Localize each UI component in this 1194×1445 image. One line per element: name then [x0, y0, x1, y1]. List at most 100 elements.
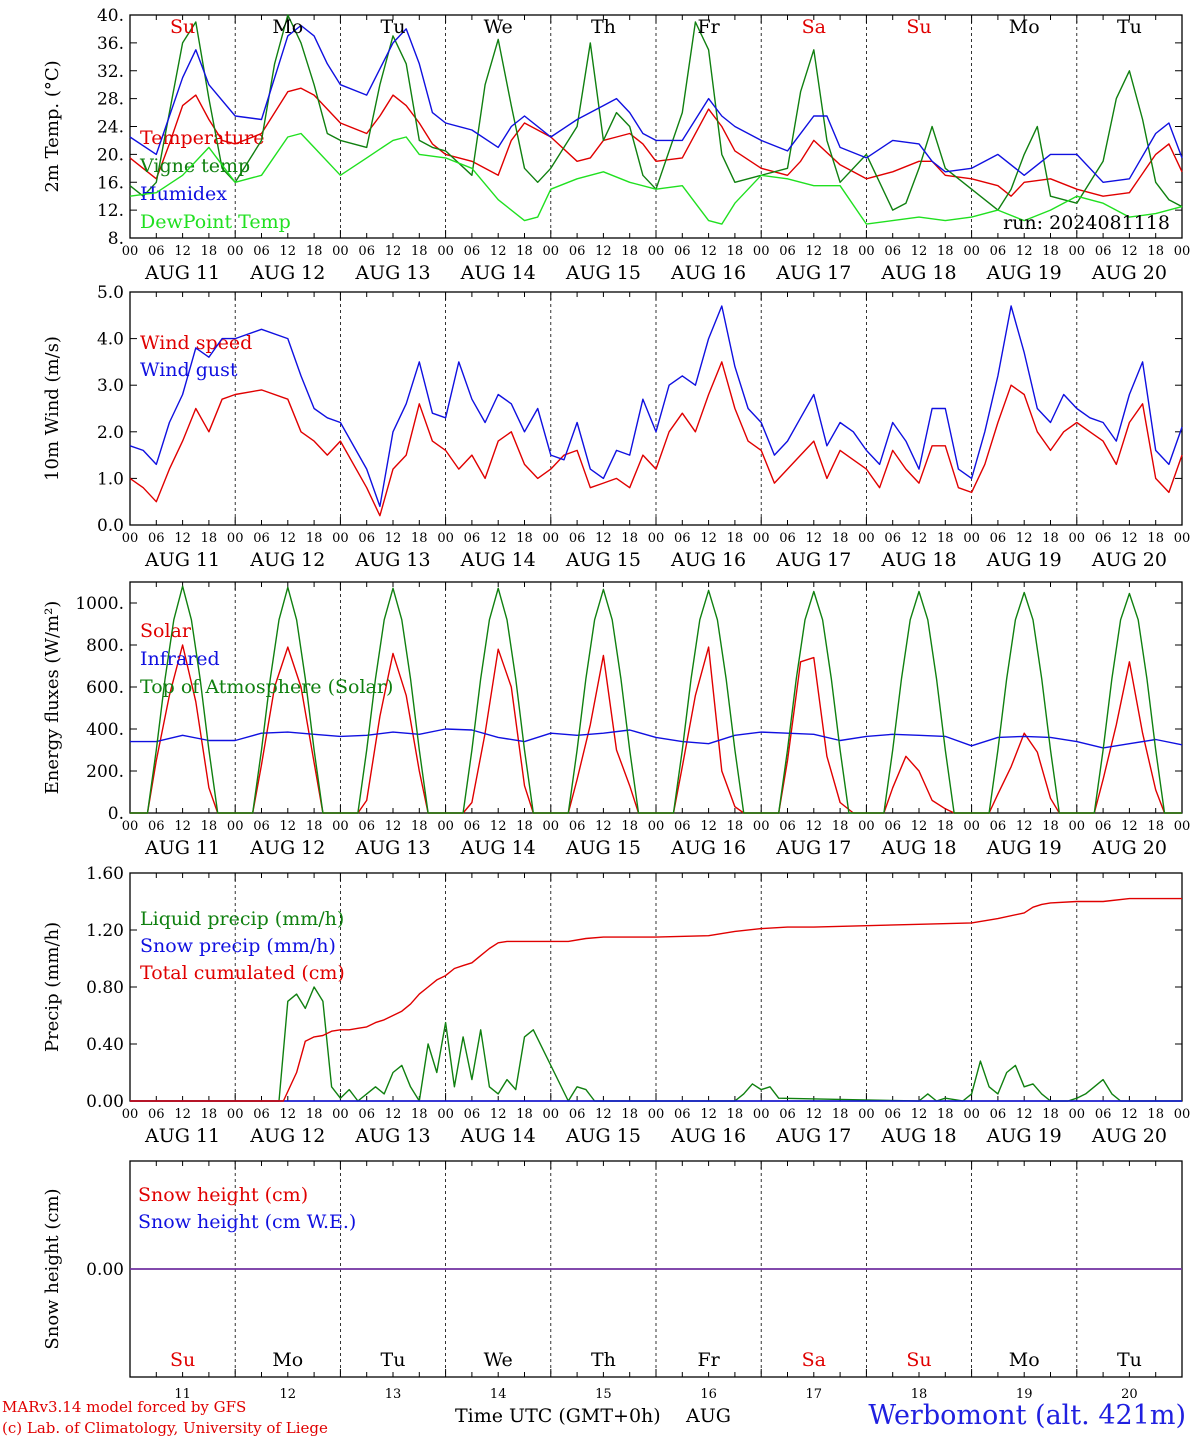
weekday-label: Sa	[802, 1349, 826, 1371]
hour-tick-label: 00	[437, 244, 454, 259]
hour-tick-label: 12	[1121, 531, 1138, 546]
hour-tick-label: 12	[490, 244, 507, 259]
date-label: AUG 13	[354, 1125, 430, 1147]
hour-tick-label: 06	[674, 819, 691, 834]
date-label: AUG 14	[460, 262, 536, 284]
hour-tick-label: 18	[411, 1107, 428, 1122]
legend-label: Total cumulated (cm)	[140, 962, 345, 984]
date-label: AUG 15	[565, 549, 641, 571]
hour-tick-label: 12	[174, 1107, 191, 1122]
hour-tick-label: 06	[779, 1107, 796, 1122]
date-label: AUG 12	[249, 262, 325, 284]
hour-tick-label: 06	[358, 1107, 375, 1122]
hour-tick-label: 18	[832, 244, 849, 259]
hour-tick-label: 18	[1042, 819, 1059, 834]
legend-label: Wind gust	[140, 359, 238, 381]
weekday-label: Fr	[697, 1349, 720, 1371]
hour-tick-label: 12	[280, 244, 297, 259]
date-label: AUG 14	[460, 549, 536, 571]
hour-tick-label: 12	[1121, 1107, 1138, 1122]
hour-tick-label: 06	[779, 531, 796, 546]
y-tick-label: 0.80	[86, 978, 124, 998]
date-label: AUG 16	[670, 837, 746, 859]
y-tick-label: 200.	[86, 762, 124, 782]
hour-tick-label: 06	[674, 1107, 691, 1122]
hour-tick-label: 06	[1095, 531, 1112, 546]
hour-tick-label: 18	[201, 819, 218, 834]
hour-tick-label: 12	[1016, 531, 1033, 546]
hour-tick-label: 00	[227, 244, 244, 259]
series-line	[129, 361, 1183, 517]
weekday-label: Su	[170, 16, 195, 38]
hour-tick-label: 00	[963, 1107, 980, 1122]
hour-tick-label: 00	[227, 819, 244, 834]
legend-label: Temperature	[140, 127, 264, 149]
hour-tick-label: 00	[648, 531, 665, 546]
model-credit: MARv3.14 model forced by GFS	[2, 1398, 247, 1416]
hour-tick-label: 12	[595, 531, 612, 546]
hour-tick-label: 18	[832, 819, 849, 834]
hour-tick-label: 18	[306, 1107, 323, 1122]
hour-tick-label: 12	[174, 531, 191, 546]
series-line	[129, 87, 1183, 197]
hour-tick-label: 06	[253, 531, 270, 546]
hour-tick-label: 12	[806, 244, 823, 259]
hour-tick-label: 06	[253, 819, 270, 834]
hour-tick-label: 12	[385, 819, 402, 834]
series-line	[129, 24, 1183, 184]
legend-label: Humidex	[140, 183, 227, 205]
hour-tick-label: 18	[201, 1107, 218, 1122]
hour-tick-label: 18	[727, 244, 744, 259]
hour-tick-label: 00	[543, 531, 560, 546]
hour-tick-label: 00	[963, 819, 980, 834]
date-label: AUG 12	[249, 549, 325, 571]
hour-tick-label: 06	[990, 819, 1007, 834]
weekday-label: Tu	[381, 16, 406, 38]
series-line	[130, 728, 1183, 749]
legend-label: Wind speed	[140, 332, 252, 354]
legend-label: DewPoint Temp	[140, 211, 291, 233]
hour-tick-label: 12	[595, 244, 612, 259]
date-label: AUG 17	[775, 549, 851, 571]
hour-tick-label: 12	[700, 819, 717, 834]
day-number-label: 15	[595, 1387, 612, 1402]
hour-tick-label: 18	[937, 1107, 954, 1122]
hour-tick-label: 06	[358, 531, 375, 546]
hour-tick-label: 18	[832, 1107, 849, 1122]
hour-tick-label: 18	[1147, 819, 1164, 834]
y-tick-label: 16.	[97, 173, 124, 193]
date-label: AUG 11	[144, 837, 220, 859]
hour-tick-label: 00	[1174, 244, 1191, 259]
hour-tick-label: 06	[884, 1107, 901, 1122]
hour-tick-label: 18	[516, 244, 533, 259]
x-axis-label: Time UTC (GMT+0h)	[455, 1405, 661, 1427]
y-tick-label: 0.0	[97, 516, 124, 536]
weekday-label: Mo	[1009, 1349, 1040, 1371]
hour-tick-label: 12	[911, 531, 928, 546]
hour-tick-label: 06	[1095, 1107, 1112, 1122]
hour-tick-label: 06	[253, 1107, 270, 1122]
day-number-label: 16	[700, 1387, 717, 1402]
hour-tick-label: 00	[122, 819, 139, 834]
hour-tick-label: 00	[122, 531, 139, 546]
hour-tick-label: 00	[1174, 531, 1191, 546]
hour-tick-label: 18	[937, 531, 954, 546]
hour-tick-label: 00	[648, 1107, 665, 1122]
legend-label: Snow precip (mm/h)	[140, 935, 336, 957]
hour-tick-label: 18	[1147, 531, 1164, 546]
date-label: AUG 18	[880, 1125, 956, 1147]
hour-tick-label: 18	[832, 531, 849, 546]
day-number-label: 18	[911, 1387, 928, 1402]
hour-tick-label: 18	[306, 531, 323, 546]
y-tick-label: 24.	[97, 118, 124, 138]
date-label: AUG 13	[354, 549, 430, 571]
hour-tick-label: 00	[227, 531, 244, 546]
series-line	[130, 897, 1182, 1102]
hour-tick-label: 18	[727, 531, 744, 546]
date-label: AUG 19	[986, 549, 1062, 571]
y-tick-label: 2.0	[97, 423, 124, 443]
y-tick-label: 0.	[108, 804, 124, 824]
run-label: run: 2024081118	[1003, 212, 1170, 234]
hour-tick-label: 00	[543, 819, 560, 834]
